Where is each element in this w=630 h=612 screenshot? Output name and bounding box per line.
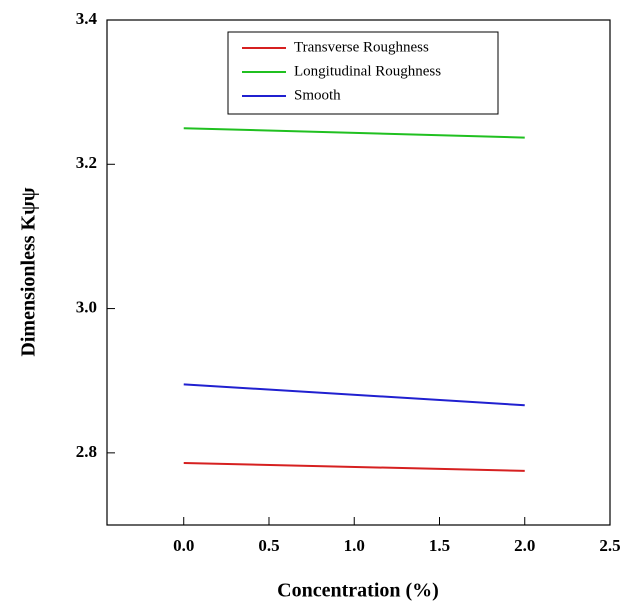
- line: [183, 127, 525, 139]
- x-tick-label: 2.0: [514, 536, 535, 555]
- x-axis-title: Concentration (%): [277, 580, 439, 602]
- line: [183, 461, 525, 472]
- legend-label: Transverse Roughness: [294, 39, 429, 55]
- legend-label: Smooth: [294, 87, 341, 103]
- plot-frame: [106, 19, 611, 526]
- line: [183, 383, 525, 407]
- y-tick-label: 3.4: [76, 9, 98, 28]
- y-axis-title: Dimensionless Kψψ: [18, 187, 40, 356]
- x-tick-label: 0.5: [258, 536, 279, 555]
- y-tick-label: 2.8: [76, 442, 97, 461]
- x-tick-label: 0.0: [173, 536, 194, 555]
- y-tick-label: 3.2: [76, 153, 97, 172]
- x-tick-label: 2.5: [599, 536, 620, 555]
- legend-label: Longitudinal Roughness: [294, 63, 441, 79]
- y-tick-label: 3.0: [76, 297, 97, 316]
- x-tick-label: 1.5: [429, 536, 450, 555]
- x-tick-label: 1.0: [344, 536, 365, 555]
